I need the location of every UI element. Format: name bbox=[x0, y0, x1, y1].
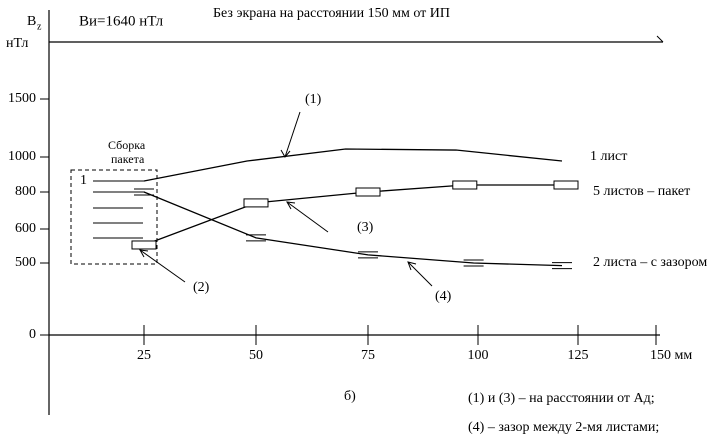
point-marker bbox=[463, 259, 484, 267]
point-marker bbox=[134, 188, 154, 196]
sheet-lines bbox=[93, 180, 145, 239]
point-marker bbox=[131, 240, 157, 250]
annotation-arrows bbox=[139, 111, 433, 287]
point-marker bbox=[553, 180, 579, 190]
x-tick-label: 100 bbox=[468, 348, 489, 363]
point-marker bbox=[552, 262, 572, 270]
y-unit: нТл bbox=[6, 36, 28, 51]
top-line-arrow bbox=[656, 35, 664, 43]
note: (1) и (3) – на расстоянии от Ад; bbox=[468, 391, 655, 406]
point-marker bbox=[246, 234, 266, 242]
annotation: (1) bbox=[305, 92, 322, 107]
y-tick-label: 1000 bbox=[8, 149, 36, 164]
series-line bbox=[143, 191, 563, 267]
series-line bbox=[143, 148, 563, 182]
y-label-sub: z bbox=[37, 21, 42, 32]
series-label: 1 лист bbox=[590, 149, 627, 164]
x-tick-label: 50 bbox=[249, 348, 263, 363]
y-tick-label: 800 bbox=[15, 184, 36, 199]
series-label: 5 листов – пакет bbox=[593, 184, 690, 199]
y-tick-label: 500 bbox=[15, 255, 36, 270]
x-tick-label: 75 bbox=[361, 348, 375, 363]
x-tick-label: 150 мм bbox=[650, 348, 692, 363]
box-label: пакета bbox=[111, 152, 145, 166]
x-tick-label: 125 bbox=[568, 348, 589, 363]
annotation: (3) bbox=[357, 220, 374, 235]
box-label: Сборка bbox=[108, 138, 146, 152]
chart-title: Без экрана на расстоянии 150 мм от ИП bbox=[213, 6, 450, 21]
point-marker bbox=[358, 251, 378, 259]
y-tick-label: 1500 bbox=[8, 91, 36, 106]
y-label-main: В bbox=[27, 14, 36, 29]
y-tick-label: 0 bbox=[29, 327, 36, 342]
assembly-box bbox=[70, 169, 158, 265]
y-tick-label: 600 bbox=[15, 221, 36, 236]
note: (4) – зазор между 2-мя листами; bbox=[468, 420, 659, 435]
annotation: (4) bbox=[435, 289, 452, 304]
box-number: 1 bbox=[80, 173, 87, 188]
panel-label: б) bbox=[344, 389, 356, 404]
point-marker bbox=[243, 198, 269, 208]
source-note: Ви=1640 нТл bbox=[79, 13, 164, 29]
series-label: 2 листа – с зазором bbox=[593, 255, 707, 270]
series-line bbox=[143, 184, 566, 246]
annotation: (2) bbox=[193, 280, 210, 295]
point-marker bbox=[452, 180, 478, 190]
point-marker bbox=[355, 187, 381, 197]
x-tick-label: 25 bbox=[137, 348, 151, 363]
